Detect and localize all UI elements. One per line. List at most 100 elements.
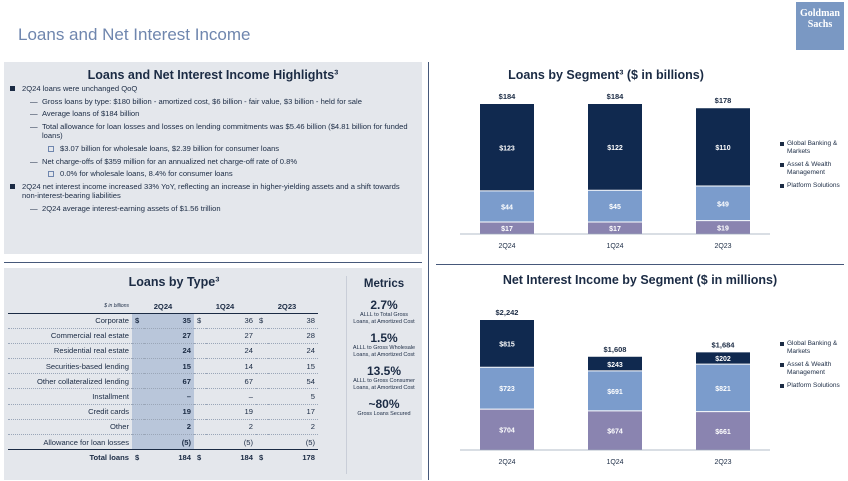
dollar-sign	[132, 343, 144, 360]
legend-label: Platform Solutions	[787, 382, 840, 389]
table-row: Residential real estate 24 24 24	[8, 343, 318, 360]
loans-data-label: $17	[501, 226, 513, 233]
nii-category-label: 2Q24	[498, 459, 515, 466]
loans-by-segment-legend: Global Banking & Markets Asset & Wealth M…	[780, 140, 842, 195]
loans-data-label: $17	[609, 226, 621, 233]
legend-label: Asset & Wealth Management	[787, 361, 832, 376]
row-label: Other	[8, 419, 132, 436]
nii-data-label: $661	[715, 429, 731, 436]
dollar-sign	[132, 404, 144, 420]
highlight-item: Total allowance for loan losses and loss…	[10, 122, 414, 141]
cell-value: 67	[206, 373, 256, 390]
nii-total-label: $2,242	[496, 308, 519, 317]
table-total-row: Total loans $184 $184 $178	[8, 449, 318, 465]
legend-bullet-icon	[780, 342, 784, 346]
highlight-item: 2Q24 net interest income increased 33% Y…	[10, 182, 414, 201]
dollar-sign	[256, 373, 268, 390]
dollar-sign	[194, 434, 206, 451]
cell-value: (5)	[206, 434, 256, 451]
cell-value: 24	[268, 343, 318, 360]
legend-label: Platform Solutions	[787, 182, 840, 189]
nii-total-label: $1,608	[604, 345, 627, 354]
nii-bar-segment	[480, 367, 534, 410]
loans-by-segment-chart: $17 $44 $123 $184 2Q24 $17 $45 $122 $184 1Q24 $19 $…	[460, 92, 770, 250]
highlight-item: Average loans of $184 billion	[10, 109, 414, 119]
nii-total-label: $1,684	[712, 340, 736, 349]
row-label: Securities-based lending	[8, 358, 132, 375]
legend-bullet-icon	[780, 142, 784, 146]
cell-value: 24	[144, 343, 194, 360]
legend-label: Global Banking & Markets	[787, 340, 838, 355]
cell-value: 27	[144, 328, 194, 344]
cell-value: 2	[206, 419, 256, 436]
cell-value: 24	[206, 343, 256, 360]
dollar-sign	[194, 373, 206, 390]
cell-value: 178	[268, 449, 318, 465]
loans-data-label: $123	[499, 145, 515, 152]
nii-data-label: $704	[499, 428, 515, 435]
dollar-sign	[194, 328, 206, 344]
col-header-2q23: 2Q23	[256, 300, 318, 314]
cell-value: 19	[144, 404, 194, 420]
legend-label: Asset & Wealth Management	[787, 161, 832, 176]
dollar-sign	[256, 343, 268, 360]
dollar-sign: $	[256, 449, 268, 465]
loans-data-label: $122	[607, 145, 623, 152]
loans-bar-segment	[480, 190, 534, 222]
row-label: Installment	[8, 388, 132, 405]
dollar-sign	[132, 328, 144, 344]
loans-bar-segment	[696, 220, 750, 234]
highlight-item: $3.07 billion for wholesale loans, $2.39…	[10, 144, 414, 154]
metric-item: ~80% Gross Loans Secured	[352, 397, 416, 418]
loans-by-type-title: Loans by Type³	[128, 275, 220, 289]
nii-data-label: $691	[607, 389, 623, 396]
loans-data-label: $49	[717, 201, 729, 208]
legend-bullet-icon	[780, 163, 784, 167]
cell-value: –	[206, 388, 256, 405]
col-header-2q24: 2Q24	[132, 300, 194, 314]
dollar-sign	[256, 358, 268, 375]
table-row: Securities-based lending 15 14 15	[8, 358, 318, 375]
cell-value: 5	[268, 388, 318, 405]
metric-item: 1.5% ALLL to Gross Wholesale Loans, at Am…	[352, 331, 416, 358]
table-header-row: $ in billions 2Q24 1Q24 2Q23	[8, 300, 318, 314]
cell-value: 19	[206, 404, 256, 420]
dollar-sign	[256, 434, 268, 451]
metrics-panel: Metrics 2.7% ALLL to Total Gross Loans, a…	[352, 278, 416, 424]
table-row: Commercial real estate 27 27 28	[8, 328, 318, 344]
cell-value: 14	[206, 358, 256, 375]
table-row: Allowance for loan losses (5) (5) (5)	[8, 434, 318, 451]
metrics-title: Metrics	[363, 278, 405, 290]
dollar-sign: $	[132, 449, 144, 465]
loans-by-segment-title: Loans by Segment³ ($ in billions)	[508, 68, 704, 82]
loans-total-label: $178	[715, 96, 732, 105]
legend-bullet-icon	[780, 363, 784, 367]
loans-data-label: $44	[501, 204, 513, 211]
cell-value: 184	[206, 449, 256, 465]
cell-value: 35	[144, 313, 194, 329]
cell-value: 17	[268, 404, 318, 420]
loans-bar-segment	[480, 104, 534, 191]
nii-data-label: $243	[607, 362, 623, 369]
legend-entry: Global Banking & Markets	[780, 340, 842, 356]
loans-by-type-table: $ in billions 2Q24 1Q24 2Q23 Corporate $3…	[8, 300, 318, 465]
loans-data-label: $45	[609, 204, 621, 211]
table-row: Installment – –5	[8, 388, 318, 405]
nii-data-label: $723	[499, 386, 515, 393]
highlight-item: Gross loans by type: $180 billion - amor…	[10, 97, 414, 107]
dollar-sign	[256, 419, 268, 436]
cell-value: 36	[206, 313, 256, 329]
dollar-sign	[194, 404, 206, 420]
metrics-divider	[346, 276, 347, 474]
nii-data-label: $821	[715, 386, 731, 393]
dollar-sign: $	[194, 313, 206, 329]
unit-label: $ in billions	[8, 300, 132, 314]
dollar-sign	[194, 358, 206, 375]
loans-total-label: $184	[499, 92, 517, 101]
loans-total-label: $184	[607, 92, 625, 101]
loans-data-label: $19	[717, 225, 729, 232]
nii-bar-segment	[588, 410, 642, 450]
legend-entry: Global Banking & Markets	[780, 140, 842, 156]
cell-value: 2	[144, 419, 194, 436]
right-section-divider	[436, 264, 844, 265]
